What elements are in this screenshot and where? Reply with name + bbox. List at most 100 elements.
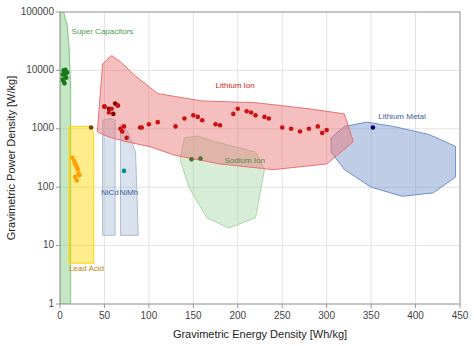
- plot-frame: [60, 12, 460, 304]
- tick-y: [56, 304, 60, 305]
- tick-x: [326, 304, 327, 308]
- point: [182, 116, 187, 121]
- tick-y: [56, 70, 60, 71]
- point: [173, 124, 178, 129]
- point: [315, 124, 320, 129]
- series: [189, 156, 202, 161]
- tick-label-x: 0: [57, 310, 63, 321]
- point: [280, 125, 285, 130]
- series: [89, 125, 94, 130]
- tick-label-y: 1000: [32, 122, 55, 133]
- point: [298, 129, 303, 134]
- tick-label-x: 250: [274, 310, 291, 321]
- point: [147, 122, 152, 127]
- tick-y: [56, 128, 60, 129]
- point: [75, 167, 80, 172]
- series: [102, 103, 329, 140]
- tick-y: [56, 12, 60, 13]
- tick-x: [460, 304, 461, 308]
- axes: 0501001502002503003504004501101001000100…: [21, 6, 469, 321]
- point: [115, 103, 120, 108]
- grid-line-x: [148, 12, 149, 304]
- tick-x: [193, 304, 194, 308]
- series: [70, 155, 82, 182]
- annotations: Super Capacitors Lithium Ion Lead Acid NiCd…: [69, 27, 426, 273]
- x-axis-label: Gravimetric Energy Density [Wh/kg]: [173, 328, 347, 340]
- plot-background: [60, 12, 460, 304]
- chart: 0501001502002503003504004501101001000100…: [0, 0, 474, 346]
- region: [69, 126, 94, 263]
- point: [75, 178, 80, 183]
- annotation: Lithium Ion: [216, 81, 255, 90]
- point: [62, 81, 67, 86]
- tick-label-y: 10: [43, 239, 55, 250]
- tick-label-x: 300: [318, 310, 335, 321]
- region: [97, 55, 353, 169]
- point: [77, 173, 82, 178]
- tick-label-y: 100000: [21, 6, 55, 17]
- tick-label-x: 100: [141, 310, 158, 321]
- point: [111, 112, 116, 117]
- tick-x: [237, 304, 238, 308]
- point: [289, 127, 294, 132]
- point: [102, 104, 107, 109]
- annotation: Lead Acid: [69, 264, 104, 273]
- annotation: Super Capacitors: [72, 27, 134, 36]
- point: [198, 156, 203, 161]
- point: [155, 120, 160, 125]
- annotation: NiMh: [120, 188, 139, 197]
- annotation: NiCd: [101, 188, 119, 197]
- grid: [60, 12, 460, 304]
- point: [307, 127, 312, 132]
- point: [244, 109, 249, 114]
- tick-label-x: 50: [99, 310, 111, 321]
- point: [218, 123, 223, 128]
- tick-x: [415, 304, 416, 308]
- point: [122, 124, 127, 129]
- point: [231, 112, 236, 117]
- point: [267, 116, 272, 121]
- point: [60, 77, 65, 82]
- point: [109, 107, 114, 112]
- series: [102, 101, 120, 116]
- point: [122, 169, 127, 174]
- plot-area: [60, 12, 456, 304]
- tick-y: [56, 245, 60, 246]
- point: [139, 125, 144, 130]
- point: [213, 122, 218, 127]
- tick-label-y: 1: [48, 298, 54, 309]
- point: [235, 107, 240, 112]
- series: [371, 125, 376, 130]
- tick-x: [371, 304, 372, 308]
- tick-label-x: 200: [229, 310, 246, 321]
- point: [262, 115, 267, 120]
- point: [102, 104, 107, 109]
- point: [89, 125, 94, 130]
- point: [64, 69, 69, 74]
- point: [189, 157, 194, 162]
- series: [60, 68, 69, 86]
- point: [124, 136, 129, 141]
- point: [107, 110, 112, 115]
- annotation: Lithium Metal: [378, 112, 426, 121]
- tick-x: [148, 304, 149, 308]
- tick-label-x: 450: [452, 310, 469, 321]
- point: [195, 115, 200, 120]
- y-axis-label: Gravimetric Power Density [W/kg]: [5, 76, 17, 240]
- point: [115, 103, 120, 108]
- annotation: Sodium Ion: [224, 156, 264, 165]
- point: [191, 113, 196, 118]
- tick-label-y: 100: [37, 181, 54, 192]
- point: [320, 131, 325, 136]
- point: [249, 110, 254, 115]
- series: [122, 169, 127, 174]
- point: [371, 125, 376, 130]
- tick-label-y: 10000: [26, 64, 54, 75]
- tick-x: [104, 304, 105, 308]
- tick-label-x: 400: [407, 310, 424, 321]
- point: [120, 129, 125, 134]
- tick-y: [56, 187, 60, 188]
- point: [200, 118, 205, 123]
- tick-label-x: 150: [185, 310, 202, 321]
- tick-x: [282, 304, 283, 308]
